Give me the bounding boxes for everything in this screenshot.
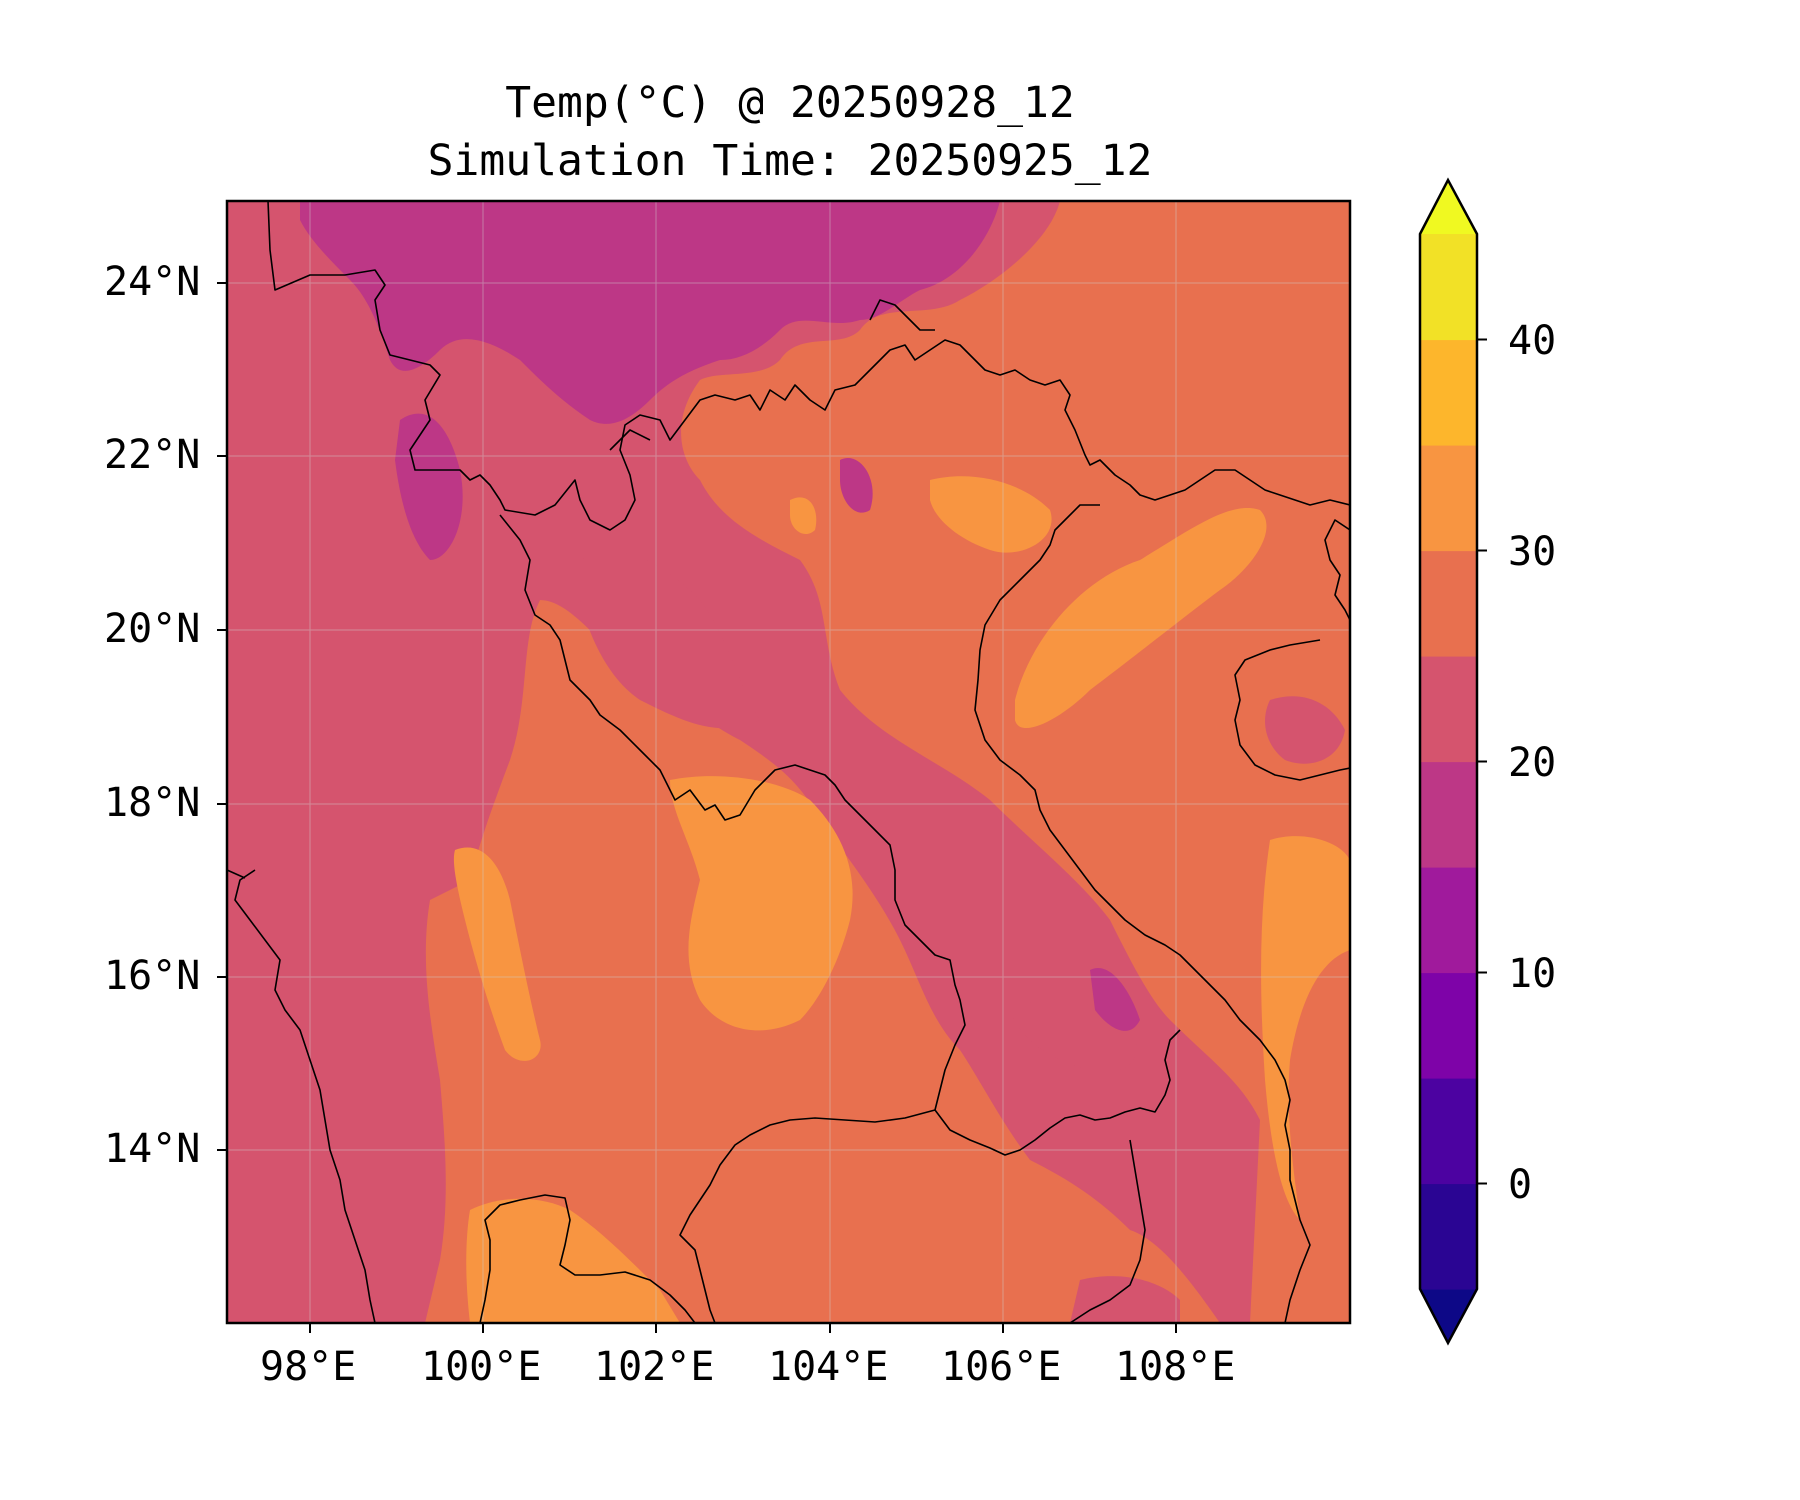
lat-tick-label: 24°N [104,259,201,305]
colorbar-band [1420,972,1477,1079]
colorbar-tick-label: 10 [1508,951,1557,997]
temp-band-15-20-west [395,413,463,560]
temp-band-20-25-south [1070,1276,1180,1323]
lon-tick-label: 102°E [594,1344,715,1390]
map-frame [225,199,1352,1325]
colorbar-band [1420,1183,1477,1290]
axis-ticks [217,282,1177,1333]
lat-tick-label: 16°N [104,953,201,999]
temp-band-15-20-vietnam [1090,968,1140,1031]
country-borders [227,201,1350,1323]
lon-tick-label: 106°E [941,1344,1062,1390]
temp-band-30-35-coast [1261,836,1350,1220]
colorbar-band [1420,339,1477,446]
lon-tick-label: 104°E [768,1344,889,1390]
colorbar-band [1420,867,1477,974]
colorbar-band [1420,656,1477,763]
colorbar-tick-label: 30 [1508,529,1557,575]
map-title: Temp(°C) @ 20250928_12 [505,78,1075,128]
colorbar-outline [1418,177,1479,1346]
temp-band-30-35-central-plain [453,847,541,1061]
colorbar-band [1420,761,1477,868]
colorbar-tick-label: 40 [1508,318,1557,364]
lon-tick-label: 98°E [260,1344,357,1390]
colorbar-tick-label: 0 [1508,1162,1533,1208]
temp-band-15-20-valley [840,458,873,513]
colorbar-bands [1420,180,1477,1343]
colorbar-band [1420,445,1477,552]
temp-band-15-20-north [300,201,1000,424]
colorbar-band [1420,234,1477,341]
temp-band-30-35-red-river [930,476,1052,553]
colorbar-tick-label: 20 [1508,740,1557,786]
temp-band-30-35-gulf-tonkin [1015,508,1267,729]
lon-tick-label: 108°E [1115,1344,1236,1390]
colorbar-ticks [1477,338,1487,1185]
lat-tick-label: 22°N [104,432,201,478]
temp-band-20-25-hainan [1265,696,1345,764]
colorbar-band [1420,550,1477,657]
temp-band-30-35-khorat [670,776,853,1031]
colorbar-band [1420,1078,1477,1185]
temp-band-30-35-bangkok [466,1198,680,1323]
temp-band-20-25-north [227,201,1260,1323]
temp-band-30-35-laos-plain [790,497,817,535]
lat-tick-label: 20°N [104,606,201,652]
gridlines [227,201,1350,1323]
map-subtitle: Simulation Time: 20250925_12 [427,136,1153,186]
lon-tick-label: 100°E [421,1344,542,1390]
colorbar-extend-high [1420,180,1477,234]
lat-tick-label: 14°N [104,1126,201,1172]
colorbar-extend-low [1420,1289,1477,1343]
lat-tick-label: 18°N [104,780,201,826]
temp-band-20-25-laos [580,552,760,729]
